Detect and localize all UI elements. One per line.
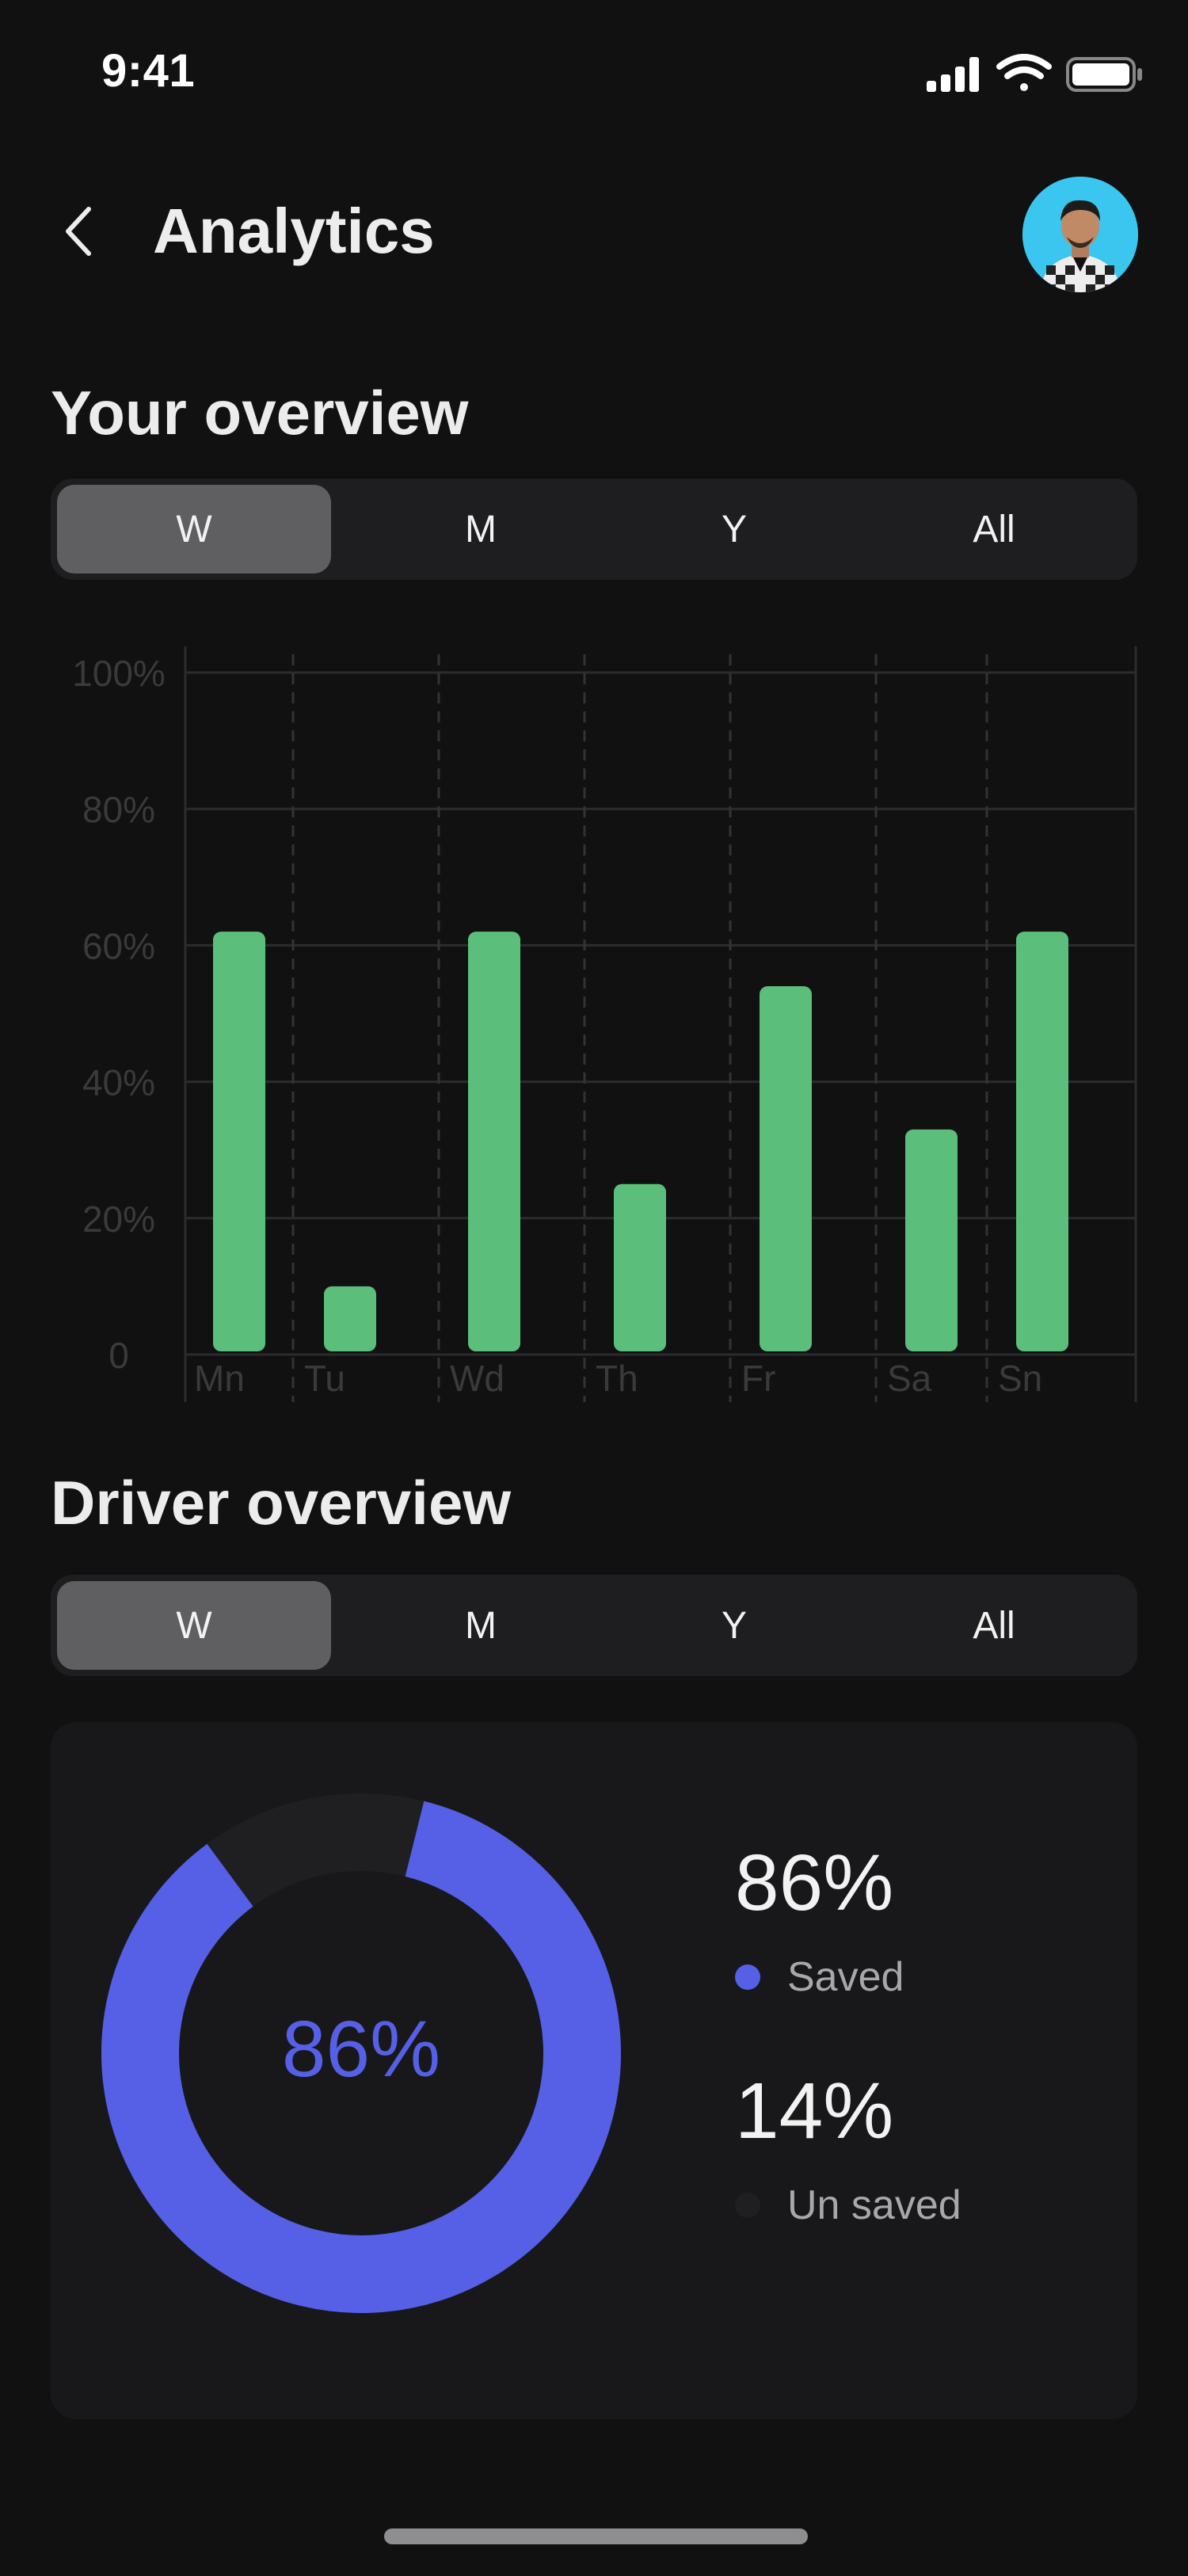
bar-mn [213, 932, 265, 1351]
status-icons [927, 54, 1142, 92]
signal-icon [927, 57, 979, 92]
donut-saved-segment [101, 1793, 621, 2313]
driver-overview-period-tabs: W M Y All [51, 1575, 1137, 1676]
tab-all[interactable]: All [973, 1604, 1015, 1647]
driver-overview-title: Driver overview [51, 1468, 512, 1538]
x-tick-label: Tu [304, 1358, 345, 1399]
overview-bar-chart: 0 20% 40% 60% 80% 100% Mn Tu Wd Th Fr Sa Sn [72, 646, 1137, 1402]
donut-center-label: 86% [281, 2005, 441, 2094]
x-tick-label: Mn [194, 1358, 245, 1399]
back-arrow-icon[interactable] [55, 201, 103, 261]
tab-week[interactable]: W [57, 1581, 331, 1670]
tab-month[interactable]: M [465, 508, 497, 551]
y-tick-label: 100% [72, 653, 166, 694]
bar-sa [905, 1129, 958, 1351]
bar-th [614, 1183, 666, 1351]
unsaved-dot-icon [735, 2193, 760, 2218]
saved-legend: Saved [735, 1953, 904, 2001]
battery-icon [1066, 57, 1142, 92]
y-tick-label: 80% [82, 789, 155, 830]
tab-month[interactable]: M [465, 1604, 497, 1647]
x-tick-label: Th [596, 1358, 638, 1399]
bar-fr [760, 986, 812, 1351]
your-overview-period-tabs: W M Y All [51, 478, 1137, 580]
status-time: 9:41 [101, 45, 196, 97]
bar-sn [1016, 932, 1068, 1351]
saved-label: Saved [787, 1954, 904, 2000]
page-title: Analytics [153, 196, 435, 266]
unsaved-label: Un saved [787, 2182, 961, 2228]
home-indicator [384, 2528, 808, 2544]
y-tick-label: 60% [82, 925, 155, 966]
your-overview-title: Your overview [51, 378, 469, 448]
avatar-image [1022, 177, 1138, 292]
bar-wd [468, 932, 520, 1351]
y-tick-label: 0 [109, 1335, 129, 1376]
tab-week[interactable]: W [57, 485, 331, 574]
x-tick-label: Wd [450, 1358, 505, 1399]
tab-year[interactable]: Y [721, 1604, 747, 1647]
x-tick-label: Sn [998, 1358, 1042, 1399]
tab-year[interactable]: Y [721, 508, 747, 551]
y-tick-label: 20% [82, 1198, 155, 1240]
unsaved-legend: Un saved [735, 2182, 961, 2229]
unsaved-percentage: 14% [735, 2067, 894, 2155]
x-tick-label: Sa [887, 1358, 932, 1399]
tab-all[interactable]: All [973, 508, 1015, 551]
bar-tu [324, 1286, 376, 1351]
wifi-icon [996, 54, 1052, 91]
saved-dot-icon [735, 1964, 760, 1990]
saved-percentage: 86% [735, 1839, 894, 1927]
x-tick-label: Fr [741, 1358, 775, 1399]
y-tick-label: 40% [82, 1062, 155, 1103]
avatar[interactable] [1022, 177, 1138, 292]
saved-donut-chart [101, 1793, 621, 2313]
